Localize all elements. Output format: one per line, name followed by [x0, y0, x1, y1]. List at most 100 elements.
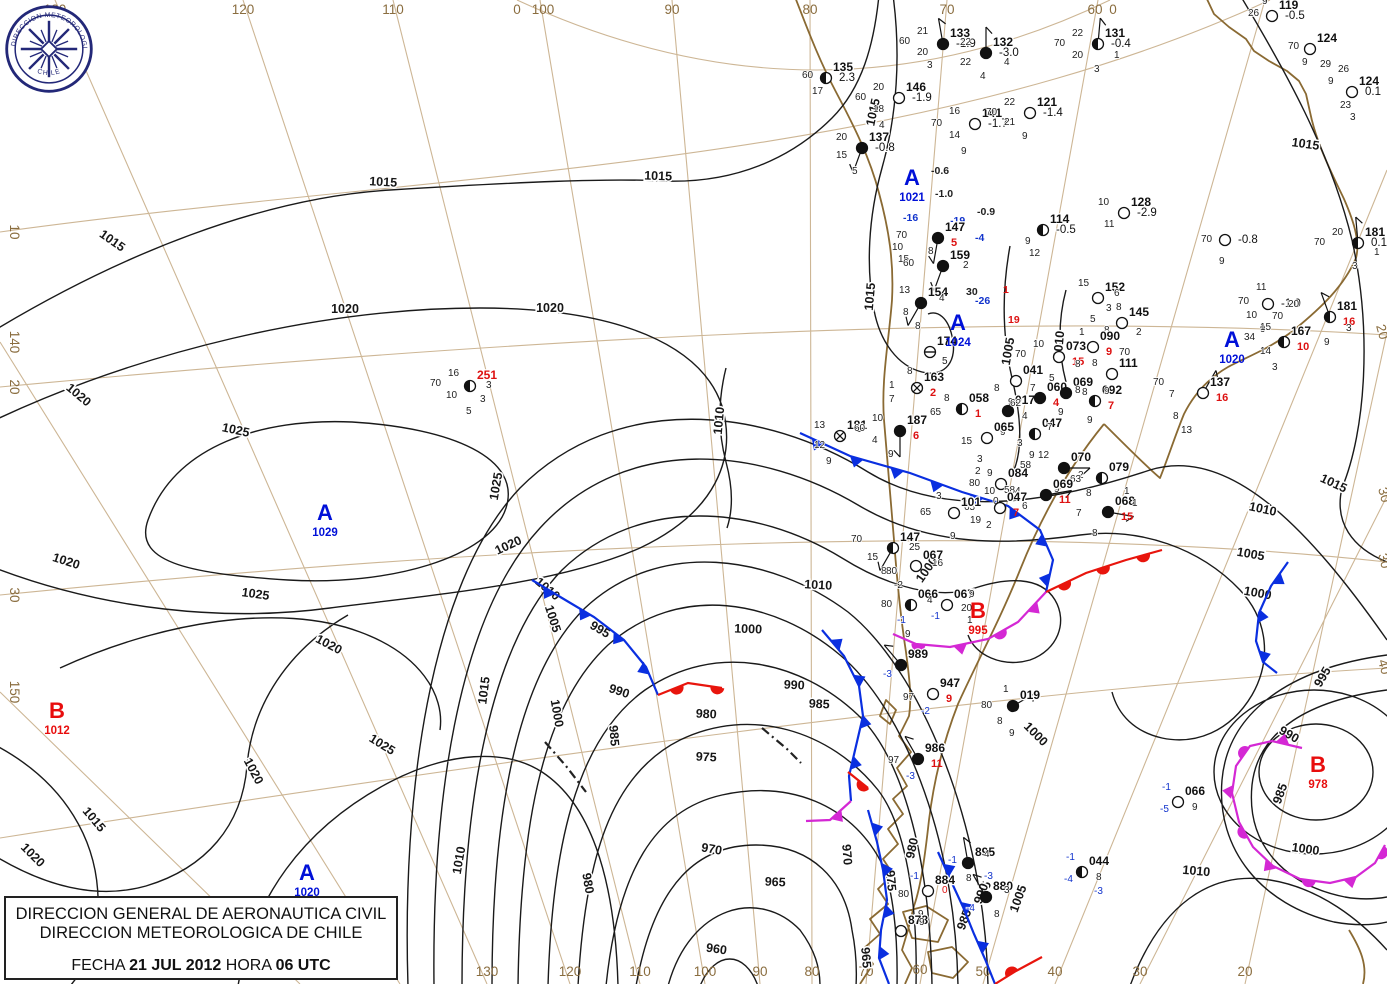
station-plot: 137 16 7 70 813 [1152, 370, 1232, 437]
station-aux-value: 9 [1192, 802, 1198, 813]
station-temperature: -3.0 [999, 47, 1019, 59]
pressure-center-letter: B [1310, 752, 1326, 777]
station-x-mark [912, 383, 922, 393]
station-plot: 092 7 8 9 [1074, 382, 1123, 427]
station-x-mark [835, 431, 845, 441]
station-code: 019 [1020, 688, 1040, 702]
front-semicircle-symbol [1096, 565, 1110, 575]
grid-coordinate-label: 70 [939, 2, 954, 17]
station-pressure-change: 15 [1072, 356, 1084, 368]
station-code: 152 [1105, 280, 1125, 294]
station-code: 121 [1037, 95, 1057, 109]
pressure-center-value: 1020 [1219, 354, 1245, 366]
front-triangle-symbol [1035, 533, 1048, 547]
station-aux-value: 80 [898, 889, 910, 900]
station-aux-value: 70 [1314, 237, 1326, 248]
station-cloud-symbol [894, 924, 908, 938]
station-aux-value: -3 [984, 871, 993, 882]
grid-coordinate-label: 90 [752, 964, 767, 979]
station-code: 174 [937, 334, 957, 348]
pressure-center-letter: A [950, 310, 966, 335]
station-code: 895 [975, 845, 995, 859]
grid-coordinate-label: 100 [532, 2, 555, 17]
front-semicircle-symbol [1377, 846, 1387, 860]
front-triangle-symbol [613, 632, 625, 645]
station-pressure-change: 10 [1297, 341, 1309, 353]
station-aux-value: -1 [948, 855, 957, 866]
station-aux-value: 20 [917, 47, 929, 58]
station-plot: 154 13 8 4 8 [898, 284, 949, 333]
station-aux-value: 8 [1086, 488, 1092, 499]
station-plot: 090 9 70 1 [1078, 326, 1131, 359]
station-aux-value: 7 [1030, 383, 1036, 394]
station-half-cover [1037, 224, 1043, 236]
station-code: 181 [1337, 299, 1357, 313]
isobar-value-label: 1020 [313, 632, 344, 657]
pressure-center-letter: A [904, 165, 920, 190]
grid-coordinate-label: 60 [912, 962, 927, 977]
station-aux-value: 4 [927, 595, 933, 606]
station-plot: 187 6 10 60 49 [853, 412, 928, 461]
station-code: 119 [1279, 0, 1299, 12]
grid-coordinate-label: 90 [664, 2, 679, 17]
station-plot: -1.0 11 70 109 [1237, 281, 1302, 336]
station-plot: 133-1.9 21 60 20 3 [898, 17, 977, 72]
front-triangle-symbol [1343, 876, 1357, 889]
station-temperature: -0.8 [875, 142, 895, 154]
station-aux-value: 3 [1106, 303, 1112, 314]
wind-barb-tick [1032, 692, 1037, 702]
station-aux-value: 15 [961, 436, 973, 447]
front-triangle-symbol [1275, 733, 1290, 746]
station-code: 124 [1317, 31, 1337, 45]
station-plot: 986 11 97 -3 [887, 735, 947, 783]
station-aux-value: 34 [1244, 332, 1256, 343]
front-triangle-symbol [1038, 573, 1051, 587]
front-triangle-symbol [871, 822, 884, 836]
front-triangle-symbol [976, 940, 989, 954]
station-cloud-symbol [1091, 291, 1105, 305]
station-aux-value: 4 [1015, 486, 1021, 497]
isobar-value-label: 1025 [487, 471, 506, 501]
station-temperature: -1.9 [912, 92, 932, 104]
station-code: 111 [1119, 356, 1138, 370]
station-aux-value: 4 [984, 849, 990, 860]
station-aux-value: 63 [1070, 474, 1082, 485]
station-aux-value: 9 [919, 917, 925, 928]
station-plot: 947 9 97 -2 [902, 675, 961, 718]
station-aux-value: 70 [1015, 349, 1027, 360]
grid-coordinate-label: 140 [7, 331, 22, 354]
station-plot: 163 2 1 7 8 [888, 365, 945, 406]
station-aux-value: 70 [851, 534, 863, 545]
station-aux-value: 5 [466, 406, 472, 417]
station-aux-value: 8 [1082, 387, 1088, 398]
station-code: 989 [908, 647, 928, 661]
station-code: 079 [1109, 460, 1129, 474]
station-half-cover [1076, 866, 1082, 878]
isobar-value-label: 1015 [80, 804, 109, 834]
station-pressure-change: 7 [1108, 400, 1114, 412]
station-aux-value: 1 [1114, 50, 1120, 61]
station-temperature: -0.5 [1056, 224, 1076, 236]
station-aux-value: 8 [994, 909, 1000, 920]
station-pressure-change: 7 [1013, 507, 1019, 519]
grid-coordinate-label: 30 [1132, 964, 1147, 979]
station-aux-value: 15 [898, 254, 910, 265]
station-plot: 058 1 658 [929, 390, 990, 420]
station-plot: 137-0.8 20 15 5 [835, 129, 896, 178]
wind-barb-tick [849, 163, 854, 173]
station-aux-value: 9 [1262, 0, 1268, 7]
station-plot: 101 3 65 19 9 [919, 490, 982, 543]
station-code: 066 [1185, 784, 1205, 798]
front-semicircle-symbol [1237, 825, 1248, 839]
warm-front-line [847, 771, 869, 789]
station-aux-value: 20 [873, 82, 885, 93]
front-triangle-symbol [882, 863, 893, 878]
pressure-center-letter: A [299, 860, 315, 885]
station-code: 147 [945, 220, 965, 234]
station-code: 084 [1008, 466, 1028, 480]
